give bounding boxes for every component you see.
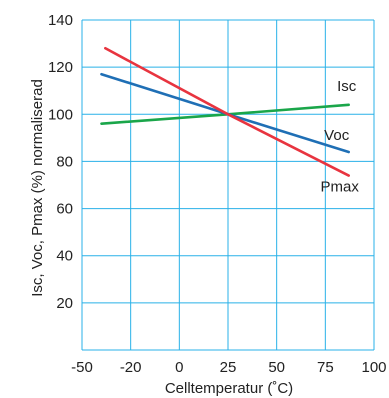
- x-tick-labels: -50 -20 0 25 50 75 100: [71, 359, 386, 376]
- x-axis-label: Celltemperatur (˚C): [165, 380, 293, 397]
- y-tick-label: 80: [56, 153, 73, 170]
- y-tick-label: 40: [56, 248, 73, 265]
- y-tick-label: 20: [56, 295, 73, 312]
- series-label-pmax: Pmax: [321, 179, 360, 196]
- series-labels: Isc Voc Pmax: [321, 78, 360, 196]
- y-tick-label: 140: [48, 12, 73, 29]
- series-label-voc: Voc: [324, 127, 350, 144]
- x-tick-label: -20: [120, 359, 142, 376]
- x-tick-label: 100: [361, 359, 386, 376]
- x-tick-label: 50: [268, 359, 285, 376]
- series-label-isc: Isc: [337, 78, 357, 95]
- x-tick-label: 25: [220, 359, 237, 376]
- series-lines: [100, 46, 350, 177]
- y-tick-label: 120: [48, 59, 73, 76]
- y-tick-labels: 20 40 60 80 100 120 140: [48, 12, 73, 312]
- y-tick-label: 60: [56, 201, 73, 218]
- grid: [81, 19, 375, 351]
- x-tick-label: 75: [317, 359, 334, 376]
- y-axis-label: Isc, Voc, Pmax (%) normaliserad: [29, 79, 46, 297]
- y-tick-label: 100: [48, 106, 73, 123]
- series-line-pmax: [104, 46, 350, 177]
- x-tick-label: 0: [175, 359, 183, 376]
- x-tick-label: -50: [71, 359, 93, 376]
